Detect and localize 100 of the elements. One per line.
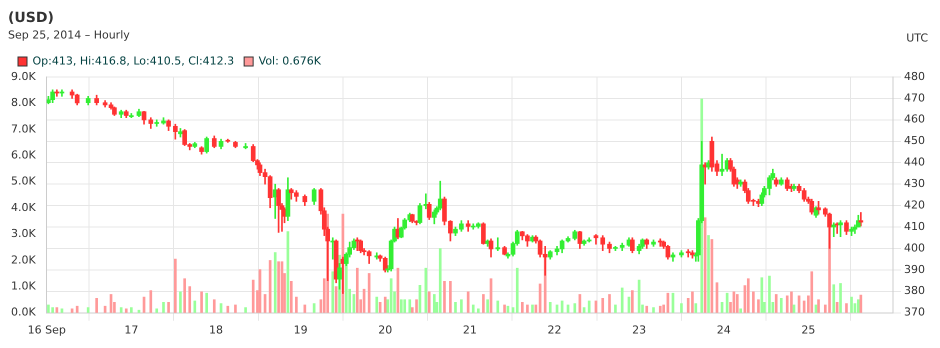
bar [264, 294, 266, 313]
x-tick-label: 17 [124, 323, 138, 336]
bar [472, 304, 475, 313]
bar [167, 302, 170, 313]
bar [130, 307, 133, 313]
bar [280, 261, 284, 313]
y2-tick-label: 420 [904, 198, 926, 212]
bar [331, 271, 334, 313]
bar [60, 308, 64, 313]
y-tick-label: 0.0K [10, 306, 36, 319]
x-tick-label: 16 Sep [28, 323, 66, 336]
x-tick-label: 18 [208, 323, 223, 336]
bar [594, 300, 598, 313]
bar [149, 290, 152, 313]
bar [786, 295, 789, 313]
bar [47, 304, 50, 313]
bar [378, 302, 382, 313]
bar [252, 280, 255, 313]
bar [798, 295, 800, 313]
bar [666, 292, 670, 313]
bar [138, 310, 140, 313]
bar [362, 288, 366, 313]
candlestick [594, 234, 598, 245]
bar [752, 292, 755, 313]
bar [566, 304, 570, 313]
x-tick-label: 24 [716, 323, 731, 336]
bar [757, 299, 760, 313]
x-tick-label: 19 [294, 323, 308, 336]
bar [220, 303, 222, 313]
bar [390, 278, 392, 313]
bar [258, 269, 262, 313]
legend-label: Vol: 0.676K [258, 54, 322, 68]
bar [792, 304, 796, 313]
bar [631, 290, 634, 313]
bar [432, 294, 436, 313]
bar [490, 278, 492, 313]
y2-tick-label: 380 [904, 284, 926, 298]
bar [205, 292, 208, 313]
bar [384, 296, 387, 313]
bar [200, 292, 203, 313]
y2-tick-label: 480 [904, 70, 926, 83]
bar [268, 260, 272, 313]
bar [375, 296, 378, 313]
bar [680, 303, 683, 313]
bar [780, 298, 783, 313]
bar [720, 302, 724, 313]
y-tick-label: 2.0K [10, 253, 36, 266]
bar [746, 278, 750, 313]
bar [356, 268, 359, 313]
bar [424, 268, 428, 313]
bar [691, 292, 694, 313]
bar [277, 261, 280, 313]
y-tick-label: 6.0K [10, 148, 36, 162]
chart-title: (USD) [8, 10, 54, 26]
bar [732, 292, 736, 313]
bar [120, 307, 123, 313]
bar [704, 217, 706, 313]
bar [710, 239, 714, 313]
candlestick [720, 154, 724, 176]
bar [832, 284, 836, 313]
bar [438, 248, 442, 313]
bar [286, 231, 290, 313]
bar [534, 304, 538, 313]
bar [418, 284, 422, 313]
bar [496, 300, 500, 313]
bar [836, 302, 838, 313]
bar [174, 258, 177, 313]
bar [845, 303, 848, 313]
bar [193, 300, 196, 313]
bar [162, 302, 165, 313]
y-tick-label: 8.0K [10, 96, 36, 110]
bar [506, 306, 510, 313]
bar [183, 278, 186, 313]
bar [110, 294, 112, 313]
bar [817, 299, 820, 313]
y-tick-label: 4.0K [10, 200, 36, 214]
x-tick-label: 20 [378, 323, 392, 336]
x-tick-label: 21 [462, 323, 477, 336]
bar [428, 292, 431, 313]
bar [601, 298, 604, 313]
y-tick-label: 3.0K [10, 227, 36, 240]
bar [403, 299, 406, 313]
bar [582, 307, 586, 313]
bar [290, 281, 293, 313]
bar [578, 294, 582, 313]
bar [212, 299, 216, 313]
bar [814, 304, 818, 313]
bar [51, 307, 54, 313]
bar [466, 292, 470, 313]
candlestick [838, 220, 843, 238]
bar [482, 294, 485, 313]
y2-tick-label: 410 [904, 220, 926, 233]
bar [538, 284, 542, 313]
bar [839, 283, 842, 313]
bar [486, 299, 489, 313]
bar [790, 292, 793, 313]
bar [760, 277, 764, 313]
candlestick [849, 226, 854, 236]
chart-subtitle: Sep 25, 2014 – Hourly [8, 28, 130, 42]
bar [768, 276, 771, 313]
